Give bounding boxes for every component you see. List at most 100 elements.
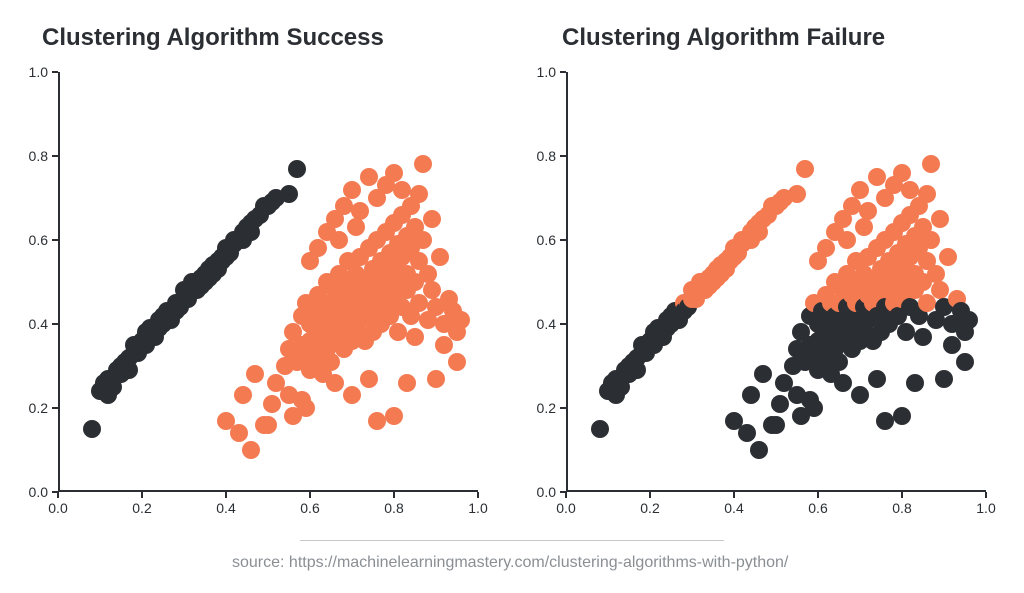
data-point: [750, 441, 768, 459]
panel-title-success: Clustering Algorithm Success: [42, 24, 384, 52]
y-tick-mark: [560, 407, 566, 409]
x-tick-mark: [901, 492, 903, 498]
y-tick-label: 1.0: [528, 64, 556, 80]
data-point: [817, 239, 835, 257]
data-point: [931, 210, 949, 228]
data-point: [414, 231, 432, 249]
data-point: [931, 281, 949, 299]
x-tick-label: 0.2: [640, 500, 659, 516]
y-tick-label: 0.6: [20, 232, 48, 248]
data-point: [368, 412, 386, 430]
data-point: [897, 323, 915, 341]
data-point: [918, 185, 936, 203]
data-point: [393, 181, 411, 199]
y-axis-success: [58, 72, 60, 492]
data-point: [893, 164, 911, 182]
data-point: [234, 386, 252, 404]
y-tick-mark: [560, 239, 566, 241]
y-tick-mark: [560, 323, 566, 325]
x-tick-label: 0.0: [48, 500, 67, 516]
x-tick-label: 0.2: [132, 500, 151, 516]
data-point: [843, 197, 861, 215]
x-tick-label: 0.0: [556, 500, 575, 516]
data-point: [452, 311, 470, 329]
x-tick-mark: [141, 492, 143, 498]
x-axis-failure: [566, 490, 986, 492]
data-point: [876, 412, 894, 430]
data-point: [767, 416, 785, 434]
data-point: [742, 386, 760, 404]
data-point: [263, 395, 281, 413]
y-tick-label: 0.6: [528, 232, 556, 248]
data-point: [120, 361, 138, 379]
data-point: [347, 218, 365, 236]
data-point: [901, 181, 919, 199]
data-point: [868, 168, 886, 186]
data-point: [834, 374, 852, 392]
caption-rule: [300, 540, 724, 541]
data-point: [855, 218, 873, 236]
x-tick-mark: [649, 492, 651, 498]
data-point: [423, 210, 441, 228]
figure-root: Clustering Algorithm Success 0.0 0.2 0.4 0.6…: [0, 0, 1024, 593]
data-point: [738, 424, 756, 442]
data-point: [893, 407, 911, 425]
x-tick-mark: [225, 492, 227, 498]
data-point: [385, 164, 403, 182]
y-axis-failure: [566, 72, 568, 492]
data-point: [851, 386, 869, 404]
data-point: [385, 407, 403, 425]
data-point: [788, 185, 806, 203]
x-tick-label: 0.8: [384, 500, 403, 516]
y-tick-mark: [52, 323, 58, 325]
data-point: [838, 231, 856, 249]
data-point: [628, 361, 646, 379]
y-tick-label: 0.4: [528, 316, 556, 332]
data-point: [410, 185, 428, 203]
data-point: [423, 281, 441, 299]
x-tick-mark: [733, 492, 735, 498]
data-point: [419, 265, 437, 283]
panel-title-failure: Clustering Algorithm Failure: [562, 24, 885, 52]
data-point: [280, 185, 298, 203]
x-tick-label: 0.6: [808, 500, 827, 516]
data-point: [297, 399, 315, 417]
y-tick-label: 0.8: [20, 148, 48, 164]
y-tick-label: 0.4: [20, 316, 48, 332]
data-point: [859, 202, 877, 220]
x-axis-success: [58, 490, 478, 492]
y-tick-mark: [52, 239, 58, 241]
x-tick-label: 0.4: [216, 500, 235, 516]
x-tick-mark: [817, 492, 819, 498]
data-point: [427, 370, 445, 388]
data-point: [230, 424, 248, 442]
data-point: [398, 374, 416, 392]
data-point: [246, 365, 264, 383]
x-tick-label: 0.6: [300, 500, 319, 516]
caption-text: source: https://machinelearningmastery.c…: [232, 554, 788, 572]
y-tick-label: 0.0: [528, 484, 556, 500]
data-point: [414, 155, 432, 173]
data-point: [406, 328, 424, 346]
data-point: [360, 370, 378, 388]
y-tick-label: 0.2: [528, 400, 556, 416]
data-point: [914, 328, 932, 346]
data-point: [343, 181, 361, 199]
x-tick-mark: [477, 492, 479, 498]
y-tick-mark: [52, 155, 58, 157]
x-tick-label: 0.4: [724, 500, 743, 516]
data-point: [351, 202, 369, 220]
data-point: [754, 365, 772, 383]
data-point: [960, 311, 978, 329]
data-point: [771, 395, 789, 413]
data-point: [805, 399, 823, 417]
y-tick-label: 0.0: [20, 484, 48, 500]
data-point: [448, 353, 466, 371]
data-point: [343, 386, 361, 404]
data-point: [868, 370, 886, 388]
data-point: [431, 248, 449, 266]
x-tick-mark: [393, 492, 395, 498]
y-tick-label: 0.2: [20, 400, 48, 416]
x-tick-label: 1.0: [468, 500, 487, 516]
data-point: [389, 323, 407, 341]
